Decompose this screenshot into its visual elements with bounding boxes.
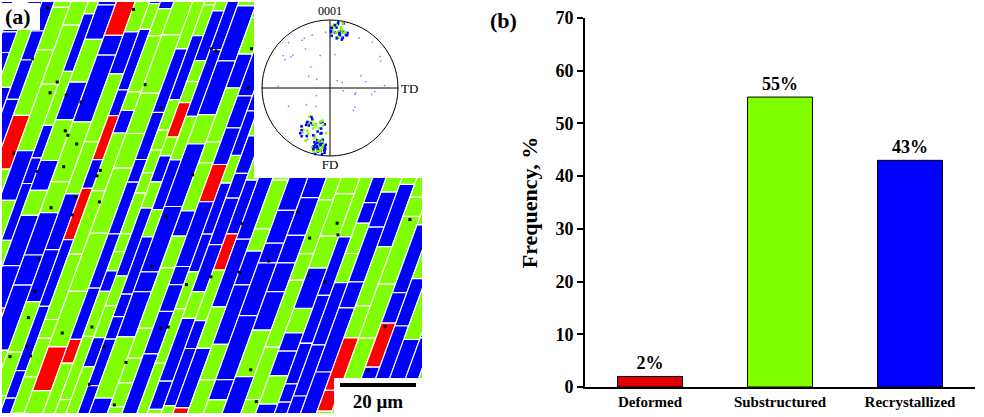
svg-text:20 μm: 20 μm [353,391,404,412]
svg-text:Frequency, %: Frequency, % [517,137,542,269]
svg-text:0001: 0001 [318,4,342,18]
svg-text:60: 60 [555,61,573,81]
svg-text:40: 40 [555,166,573,186]
svg-text:Deformed: Deformed [618,394,683,410]
svg-text:FD: FD [322,157,339,172]
svg-text:30: 30 [555,219,573,239]
svg-text:TD: TD [401,81,418,96]
svg-text:20: 20 [555,272,573,292]
svg-text:(b): (b) [490,8,517,33]
svg-text:70: 70 [555,8,573,28]
svg-text:10: 10 [555,325,573,345]
svg-text:50: 50 [555,114,573,134]
svg-text:Substructured: Substructured [734,394,827,410]
svg-text:2%: 2% [637,353,664,373]
svg-text:0: 0 [564,377,573,397]
svg-text:(a): (a) [5,4,31,29]
svg-text:43%: 43% [892,137,928,157]
svg-text:55%: 55% [762,74,798,94]
svg-text:Recrystallized: Recrystallized [865,394,956,410]
